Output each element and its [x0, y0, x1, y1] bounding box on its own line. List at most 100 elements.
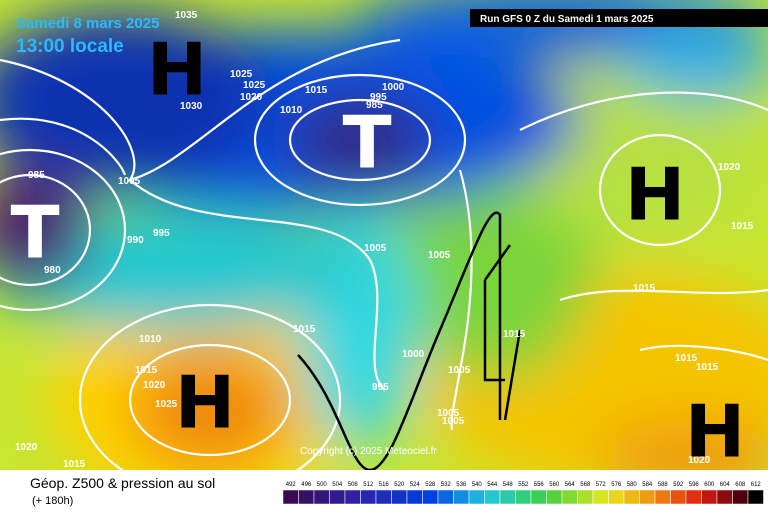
scale-label: 540 — [472, 482, 483, 488]
isobar-label: 1005 — [364, 243, 387, 254]
isobar-label: 985 — [28, 170, 45, 181]
isobar-label: 1020 — [688, 455, 711, 466]
scale-swatch — [282, 489, 299, 505]
isobar-label: 980 — [44, 265, 61, 276]
isobar-label: 1025 — [230, 69, 253, 80]
isobar-label: 1005 — [448, 365, 471, 376]
isobar-label: 985 — [366, 100, 383, 111]
scale-label: 508 — [348, 482, 359, 488]
scale-swatch — [608, 489, 625, 505]
run-box — [470, 9, 768, 27]
isobar-label: 1000 — [402, 349, 425, 360]
pressure-center: T — [342, 101, 391, 185]
scale-label: 584 — [642, 482, 653, 488]
pressure-centers: H T T H H H — [10, 28, 745, 474]
isobar-label: 1015 — [305, 85, 328, 96]
scale-label: 520 — [394, 482, 405, 488]
isobar-label: 1005 — [437, 408, 460, 419]
isobar-label: 1030 — [180, 101, 203, 112]
scale-label: 556 — [534, 482, 545, 488]
footer-title: Géop. Z500 & pression au sol — [30, 475, 215, 491]
isobar-label: 995 — [153, 228, 170, 239]
scale-label: 500 — [317, 482, 328, 488]
isobar-label: 1020 — [143, 380, 166, 391]
pressure-center: H — [685, 390, 745, 474]
isobar-label: 1005 — [442, 416, 465, 427]
scale-label: 532 — [441, 482, 452, 488]
isobar-label: 1015 — [293, 324, 316, 335]
scale-swatch — [499, 489, 516, 505]
isobar-label: 1015 — [633, 283, 656, 294]
scale-swatch — [732, 489, 749, 505]
isobar-label: 1005 — [428, 250, 451, 261]
scale-swatch — [670, 489, 687, 505]
scale-label: 600 — [704, 482, 715, 488]
isobar-label: 1010 — [139, 334, 162, 345]
isobar-label: 1035 — [175, 10, 198, 21]
scale-label: 552 — [518, 482, 529, 488]
date: Samedi 8 mars 2025 — [16, 15, 159, 32]
isobar-label: 1020 — [15, 442, 38, 453]
scale-label: 604 — [720, 482, 731, 488]
isobar-label: 1010 — [280, 105, 303, 116]
trough-line — [297, 211, 522, 470]
isobar-labels: 1035104010251025102010301015101010009959… — [15, 10, 754, 470]
isobar-label: 1015 — [503, 329, 526, 340]
isobar-label: 1025 — [243, 80, 266, 91]
isobar-label: 1015 — [731, 221, 754, 232]
footer-subtitle: (+ 180h) — [32, 495, 73, 507]
scale-label: 536 — [456, 482, 467, 488]
scale-swatch — [344, 489, 361, 505]
isobar-label: 1000 — [382, 82, 405, 93]
scale-label: 596 — [689, 482, 700, 488]
scale-swatch — [391, 489, 408, 505]
scale-swatch — [716, 489, 733, 505]
run-info: Run GFS 0 Z du Samedi 1 mars 2025 — [480, 14, 654, 25]
scale-swatch — [406, 489, 423, 505]
scale-swatch — [561, 489, 578, 505]
scale-swatch — [453, 489, 470, 505]
isobar-label: 1020 — [240, 92, 263, 103]
pressure-center: H — [175, 361, 235, 445]
scale-swatch — [685, 489, 702, 505]
scale-label: 608 — [735, 482, 746, 488]
pressure-center: H — [625, 153, 685, 237]
pressure-center: T — [10, 191, 59, 275]
scale-swatch — [530, 489, 547, 505]
scale-swatch — [298, 489, 315, 505]
isobar-label: 1005 — [118, 176, 141, 187]
time: 13:00 locale — [16, 36, 124, 57]
scale-label: 496 — [301, 482, 312, 488]
isobar-label: 1015 — [696, 362, 719, 373]
isobar-lines — [0, 38, 768, 470]
isobar-label: 1015 — [675, 353, 698, 364]
scale-swatch — [747, 489, 764, 505]
color-scale: 492 496 500 504 508 512 516 520 524 528 532 536 540 5… — [282, 482, 764, 505]
pressure-center: H — [147, 28, 207, 112]
scale-label: 524 — [410, 482, 421, 488]
scale-label: 560 — [549, 482, 560, 488]
scale-swatch — [329, 489, 346, 505]
isobar-label: 1025 — [155, 399, 178, 410]
scale-swatch — [360, 489, 377, 505]
isobar-label: 990 — [127, 235, 144, 246]
isobar-label: 995 — [372, 382, 389, 393]
isobar-label: 1040 — [160, 62, 183, 73]
scale-label: 544 — [487, 482, 498, 488]
scale-label: 504 — [332, 482, 343, 488]
isobar-label: 1015 — [135, 365, 158, 376]
scale-swatch — [577, 489, 594, 505]
isobar-label: 1015 — [63, 459, 86, 470]
scale-label: 572 — [596, 482, 607, 488]
scale-swatch — [592, 489, 609, 505]
scale-swatch — [515, 489, 532, 505]
isobar-label: 1020 — [718, 162, 741, 173]
scale-swatch — [654, 489, 671, 505]
scale-swatch — [375, 489, 392, 505]
scale-label: 588 — [658, 482, 669, 488]
scale-label: 528 — [425, 482, 436, 488]
scale-swatch — [468, 489, 485, 505]
scale-label: 580 — [627, 482, 638, 488]
